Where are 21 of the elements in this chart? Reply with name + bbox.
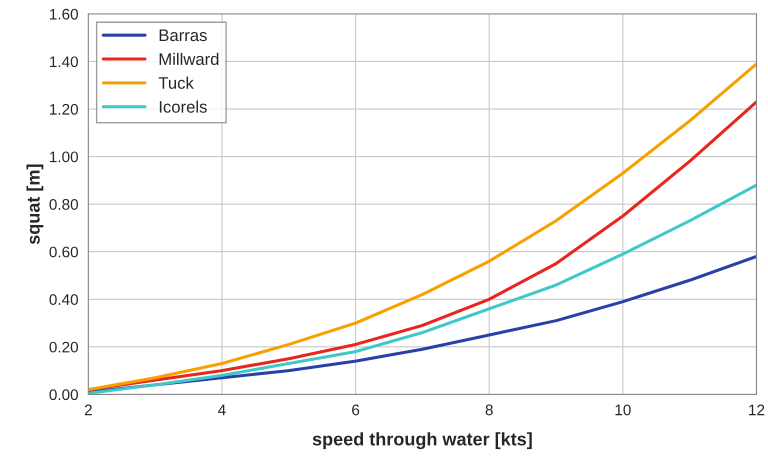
y-tick-label: 1.20	[50, 104, 78, 115]
x-tick-label: 6	[352, 404, 360, 416]
y-tick-label: 0.60	[49, 246, 78, 258]
y-axis-title: squat [m]	[26, 164, 44, 244]
x-tick-label: 12	[749, 404, 764, 416]
y-tick-label: 0.40	[49, 294, 78, 305]
y-tick-label: 1.60	[50, 8, 78, 20]
x-axis-title: speed through water [kts]	[312, 432, 532, 450]
x-tick-label: 10	[616, 404, 631, 416]
legend-label: Icorels	[160, 100, 207, 113]
legend-label: Tuck	[158, 76, 194, 89]
legend-label: Barras	[160, 30, 207, 42]
y-tick-label: 1.40	[50, 56, 78, 68]
y-tick-label: 0.00	[49, 389, 78, 400]
y-tick-label: 1.00	[50, 151, 78, 162]
y-tick-label: 0.80	[49, 199, 78, 210]
x-tick-label: 8	[486, 404, 493, 416]
x-tick-label: 2	[84, 404, 92, 416]
y-tick-label: 0.20	[49, 342, 78, 353]
legend-label: Millward	[160, 52, 218, 66]
x-tick-label: 4	[218, 404, 226, 416]
